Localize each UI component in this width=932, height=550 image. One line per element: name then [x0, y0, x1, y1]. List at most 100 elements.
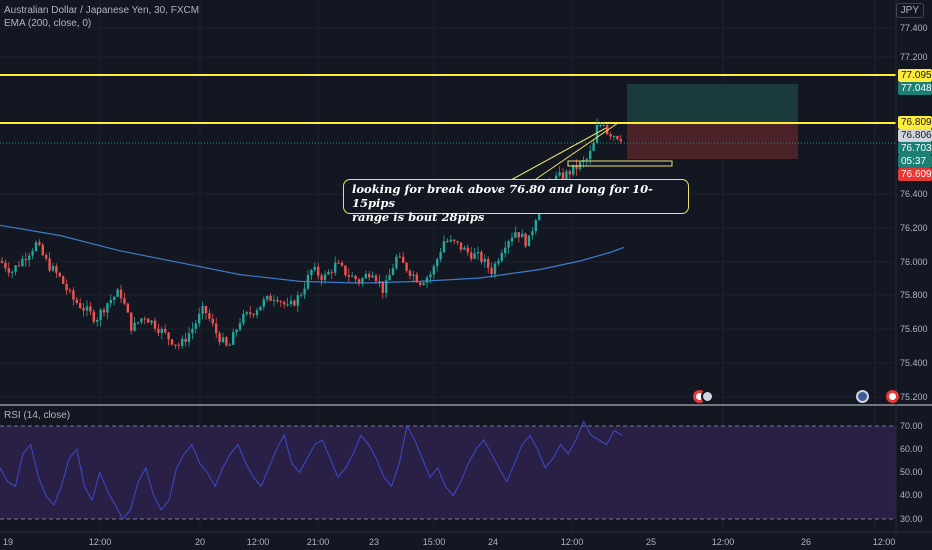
time-tick: 25: [645, 537, 657, 547]
candle-body: [58, 272, 61, 277]
price-tick: 75.800: [900, 290, 928, 300]
annotation-callout[interactable]: looking for break above 76.80 and long f…: [343, 179, 689, 224]
candle-body: [174, 344, 177, 346]
rsi-tick: 40.00: [900, 490, 923, 500]
time-tick: 12:00: [88, 537, 112, 547]
candle-body: [320, 275, 323, 281]
time-tick: 21:00: [306, 537, 330, 547]
candle-body: [177, 344, 180, 346]
candle-body: [34, 242, 38, 252]
candle-body: [79, 302, 82, 309]
candle-body: [194, 323, 197, 329]
candle-body: [402, 256, 405, 263]
candle-body: [82, 308, 85, 311]
candle-body: [327, 271, 330, 275]
candle-body: [150, 320, 153, 323]
candle-body: [191, 328, 194, 334]
candle-body: [568, 171, 571, 175]
candle-body: [606, 125, 609, 135]
rsi-tick: 60.00: [900, 444, 923, 454]
annotation-line-2: range is bout 28pips: [352, 210, 485, 224]
candle-body: [374, 275, 378, 282]
candle-body: [354, 275, 357, 280]
symbol-legend[interactable]: Australian Dollar / Japanese Yen, 30, FX…: [4, 5, 200, 16]
price-tick: 77.200: [900, 52, 928, 62]
candle-body: [310, 269, 313, 276]
candle-body: [480, 251, 483, 262]
candle-body: [300, 294, 303, 296]
candle-body: [272, 299, 276, 301]
candle-body: [4, 262, 7, 269]
candle-body: [51, 266, 55, 271]
ema-legend[interactable]: EMA (200, close, 0): [4, 18, 92, 29]
candle-body: [249, 312, 252, 315]
candle-body: [14, 265, 17, 272]
candle-body: [388, 275, 391, 281]
price-tag-last: 76.703: [898, 142, 932, 155]
candle-body: [293, 300, 296, 306]
candle-body: [85, 306, 89, 311]
candle-body: [483, 258, 486, 262]
candle-body: [456, 241, 459, 243]
time-tick: 12:00: [872, 537, 896, 547]
candle-body: [164, 328, 167, 333]
countdown-tag: 05:37: [898, 155, 932, 168]
candle-body: [218, 333, 221, 343]
currency-label[interactable]: JPY: [895, 3, 924, 18]
candle-body: [313, 266, 316, 270]
candle-body: [534, 220, 537, 232]
candle-body: [487, 258, 490, 268]
trend-line-1[interactable]: [499, 127, 607, 187]
event-flag-icon[interactable]: [701, 390, 714, 403]
candle-body: [357, 279, 361, 283]
time-tick: 12:00: [711, 537, 735, 547]
candle-body: [136, 322, 140, 324]
candle-body: [429, 274, 432, 278]
candle-body: [153, 320, 157, 329]
candle-body: [432, 266, 435, 275]
range-box[interactable]: [567, 160, 673, 167]
price-tick: 76.400: [900, 189, 928, 199]
candle-body: [323, 274, 327, 281]
candle-body: [589, 150, 592, 160]
candle-body: [184, 338, 187, 342]
trend-line-2[interactable]: [519, 122, 619, 191]
candle-body: [504, 247, 507, 254]
price-tick: 76.200: [900, 223, 928, 233]
candle-body: [524, 233, 527, 247]
candles: [0, 118, 622, 350]
event-flag-icon[interactable]: [886, 390, 899, 403]
candle-body: [68, 290, 72, 292]
candle-body: [609, 134, 612, 137]
candle-body: [578, 162, 582, 169]
stop-zone[interactable]: [627, 123, 798, 159]
candle-body: [473, 253, 476, 259]
candle-body: [289, 300, 293, 305]
candle-body: [514, 232, 517, 238]
candle-body: [75, 299, 78, 303]
candle-body: [453, 239, 456, 242]
candle-body: [181, 338, 184, 346]
time-tick: 12:00: [560, 537, 584, 547]
candle-body: [235, 329, 238, 333]
candle-body: [232, 332, 235, 345]
rsi-legend[interactable]: RSI (14, close): [4, 410, 71, 421]
candle-body: [378, 281, 381, 283]
time-tick: 12:00: [246, 537, 270, 547]
candle-body: [99, 309, 102, 321]
candle-body: [351, 275, 354, 277]
candle-body: [463, 247, 466, 250]
candle-body: [7, 268, 10, 273]
candle-body: [572, 164, 575, 175]
candle-body: [11, 271, 14, 273]
candle-body: [157, 328, 160, 333]
target-zone[interactable]: [627, 84, 798, 123]
candle-body: [123, 298, 126, 304]
candle-body: [368, 274, 371, 278]
event-flag-icon[interactable]: [856, 390, 869, 403]
candle-body: [126, 303, 129, 313]
candle-body: [419, 282, 422, 285]
candle-body: [459, 242, 463, 250]
candle-body: [412, 274, 415, 277]
